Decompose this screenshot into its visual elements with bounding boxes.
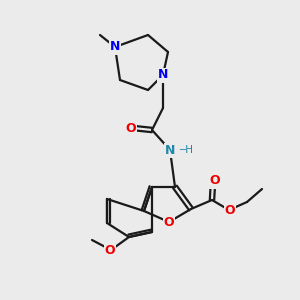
Text: O: O (225, 205, 235, 218)
Text: N: N (165, 143, 175, 157)
Text: O: O (210, 175, 220, 188)
Text: O: O (164, 217, 174, 230)
Text: N: N (158, 68, 168, 82)
Text: O: O (126, 122, 136, 134)
Text: O: O (105, 244, 115, 257)
Text: N: N (110, 40, 120, 53)
Text: ─H: ─H (179, 145, 193, 155)
